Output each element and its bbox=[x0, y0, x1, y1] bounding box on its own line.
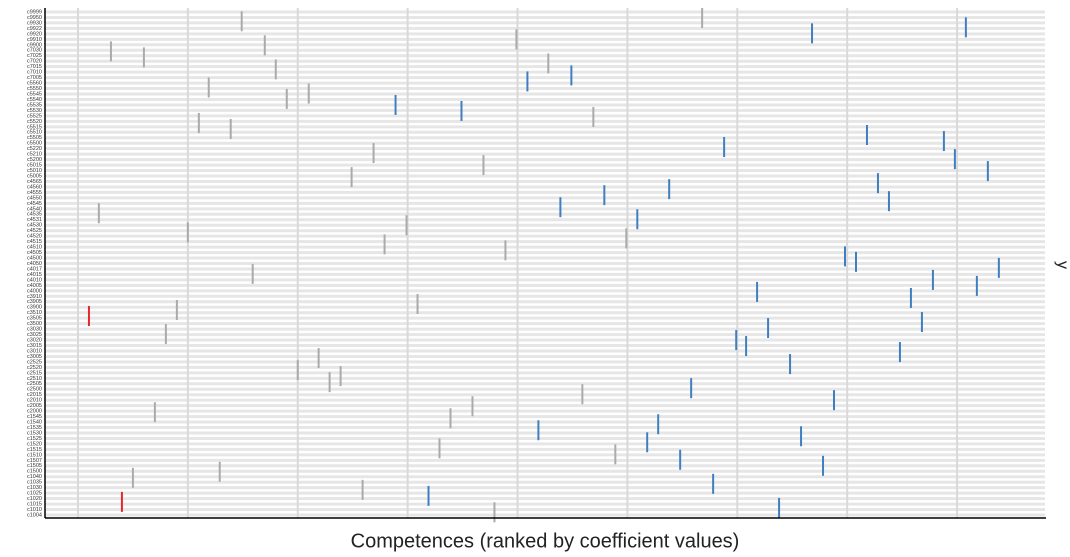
grid bbox=[45, 8, 1045, 518]
y-tick-label: c1025 bbox=[27, 491, 42, 497]
y-tick-label: c2520 bbox=[27, 365, 42, 371]
y-tick-label: c1540 bbox=[27, 420, 42, 426]
y-tick-label: c4510 bbox=[27, 245, 42, 251]
y-tick-label: c3510 bbox=[27, 310, 42, 316]
y-tick-label: c2010 bbox=[27, 398, 42, 404]
y-tick-label: c1535 bbox=[27, 425, 42, 431]
y-tick-label: c4015 bbox=[27, 272, 42, 278]
y-tick-label: c5200 bbox=[27, 157, 42, 163]
y-tick-label: c4500 bbox=[27, 255, 42, 261]
y-tick-label: c5510 bbox=[27, 130, 42, 136]
y-tick-label: c9999 bbox=[27, 9, 42, 15]
y-tick-label: c1515 bbox=[27, 447, 42, 453]
y-tick-label: c1004 bbox=[27, 512, 42, 518]
y-tick-label: c7030 bbox=[27, 48, 42, 54]
y-tick-label: c4505 bbox=[27, 250, 42, 256]
y-tick-label: c2515 bbox=[27, 370, 42, 376]
y-tick-label: c1520 bbox=[27, 441, 42, 447]
y-tick-label: c5210 bbox=[27, 152, 42, 158]
y-tick-label: c5505 bbox=[27, 135, 42, 141]
y-tick-label: c9922 bbox=[27, 26, 42, 32]
y-tick-label: c4550 bbox=[27, 195, 42, 201]
y-tick-label: c5525 bbox=[27, 113, 42, 119]
y-tick-label: c1015 bbox=[27, 502, 42, 508]
y-tick-label: c3500 bbox=[27, 321, 42, 327]
y-tick-label: c1545 bbox=[27, 414, 42, 420]
y-tick-label: c4017 bbox=[27, 266, 42, 272]
y-tick-label: c2000 bbox=[27, 409, 42, 415]
y-tick-label: c1510 bbox=[27, 452, 42, 458]
y-tick-label: c7025 bbox=[27, 53, 42, 59]
y-tick-label: c5015 bbox=[27, 163, 42, 169]
y-tick-label: c5005 bbox=[27, 173, 42, 179]
y-tick-label: c1020 bbox=[27, 496, 42, 502]
y-tick-label: c5545 bbox=[27, 91, 42, 97]
y-tick-label: c5220 bbox=[27, 146, 42, 152]
y-tick-label: c4515 bbox=[27, 239, 42, 245]
y-tick-label: c2005 bbox=[27, 403, 42, 409]
y-tick-label: c4010 bbox=[27, 277, 42, 283]
y-tick-label: c4565 bbox=[27, 179, 42, 185]
y-tick-label: c4050 bbox=[27, 261, 42, 267]
y-tick-label: c2505 bbox=[27, 381, 42, 387]
y-tick-label: c7020 bbox=[27, 59, 42, 65]
y-tick-label: c1040 bbox=[27, 474, 42, 480]
y-tick-label: c3905 bbox=[27, 299, 42, 305]
y-tick-label: c4525 bbox=[27, 228, 42, 234]
y-tick-label: c5540 bbox=[27, 97, 42, 103]
y-tick-label: c1505 bbox=[27, 463, 42, 469]
y-tick-label: c3900 bbox=[27, 305, 42, 311]
y-tick-label: c4535 bbox=[27, 212, 42, 218]
y-tick-label: c5500 bbox=[27, 141, 42, 147]
y-tick-label: c4555 bbox=[27, 190, 42, 196]
y-tick-label: c1507 bbox=[27, 458, 42, 464]
x-axis-label: Competences (ranked by coefficient value… bbox=[351, 530, 740, 552]
y-tick-label: c4560 bbox=[27, 184, 42, 190]
y-tick-label: c3910 bbox=[27, 294, 42, 300]
y-tick-label: c4520 bbox=[27, 234, 42, 240]
y-tick-label: c2500 bbox=[27, 387, 42, 393]
y-tick-label: c3010 bbox=[27, 348, 42, 354]
y-tick-label: c1035 bbox=[27, 480, 42, 486]
y-tick-label: c9900 bbox=[27, 42, 42, 48]
y-tick-label: c9910 bbox=[27, 37, 42, 43]
y-tick-label: c7010 bbox=[27, 70, 42, 76]
y-tick-label: c1030 bbox=[27, 485, 42, 491]
y-tick-label: c5515 bbox=[27, 124, 42, 130]
y-tick-label: c2525 bbox=[27, 359, 42, 365]
y-tick-label: c5535 bbox=[27, 102, 42, 108]
y-tick-label: c9950 bbox=[27, 15, 42, 21]
y-tick-label: c2510 bbox=[27, 376, 42, 382]
y-tick-label: c1500 bbox=[27, 469, 42, 475]
y-tick-label: c7005 bbox=[27, 75, 42, 81]
y-tick-label: c1010 bbox=[27, 507, 42, 513]
y-tick-label: c1530 bbox=[27, 430, 42, 436]
y-tick-label: c3505 bbox=[27, 316, 42, 322]
y-tick-label: c4531 bbox=[27, 217, 42, 223]
y-tick-label: c3015 bbox=[27, 343, 42, 349]
y-tick-label: c4005 bbox=[27, 283, 42, 289]
y-tick-label: c4540 bbox=[27, 206, 42, 212]
y-tick-label: c4545 bbox=[27, 201, 42, 207]
y-tick-label: c5010 bbox=[27, 168, 42, 174]
y-tick-label: c2015 bbox=[27, 392, 42, 398]
y-tick-label: c3030 bbox=[27, 327, 42, 333]
y-tick-label: c4000 bbox=[27, 288, 42, 294]
y-tick-label: c1525 bbox=[27, 436, 42, 442]
y-tick-label: c5560 bbox=[27, 81, 42, 87]
y-axis-label: y bbox=[1054, 261, 1070, 269]
y-tick-label: c3005 bbox=[27, 354, 42, 360]
y-tick-label: c5550 bbox=[27, 86, 42, 92]
y-tick-label: c3020 bbox=[27, 337, 42, 343]
y-tick-label: c3025 bbox=[27, 332, 42, 338]
y-tick-label: c5530 bbox=[27, 108, 42, 114]
y-tick-label: c4530 bbox=[27, 223, 42, 229]
y-tick-label: c7015 bbox=[27, 64, 42, 70]
y-tick-label: c9920 bbox=[27, 31, 42, 37]
y-tick-label: c5520 bbox=[27, 119, 42, 125]
y-tick-label: c9930 bbox=[27, 20, 42, 26]
marks bbox=[87, 8, 1000, 523]
